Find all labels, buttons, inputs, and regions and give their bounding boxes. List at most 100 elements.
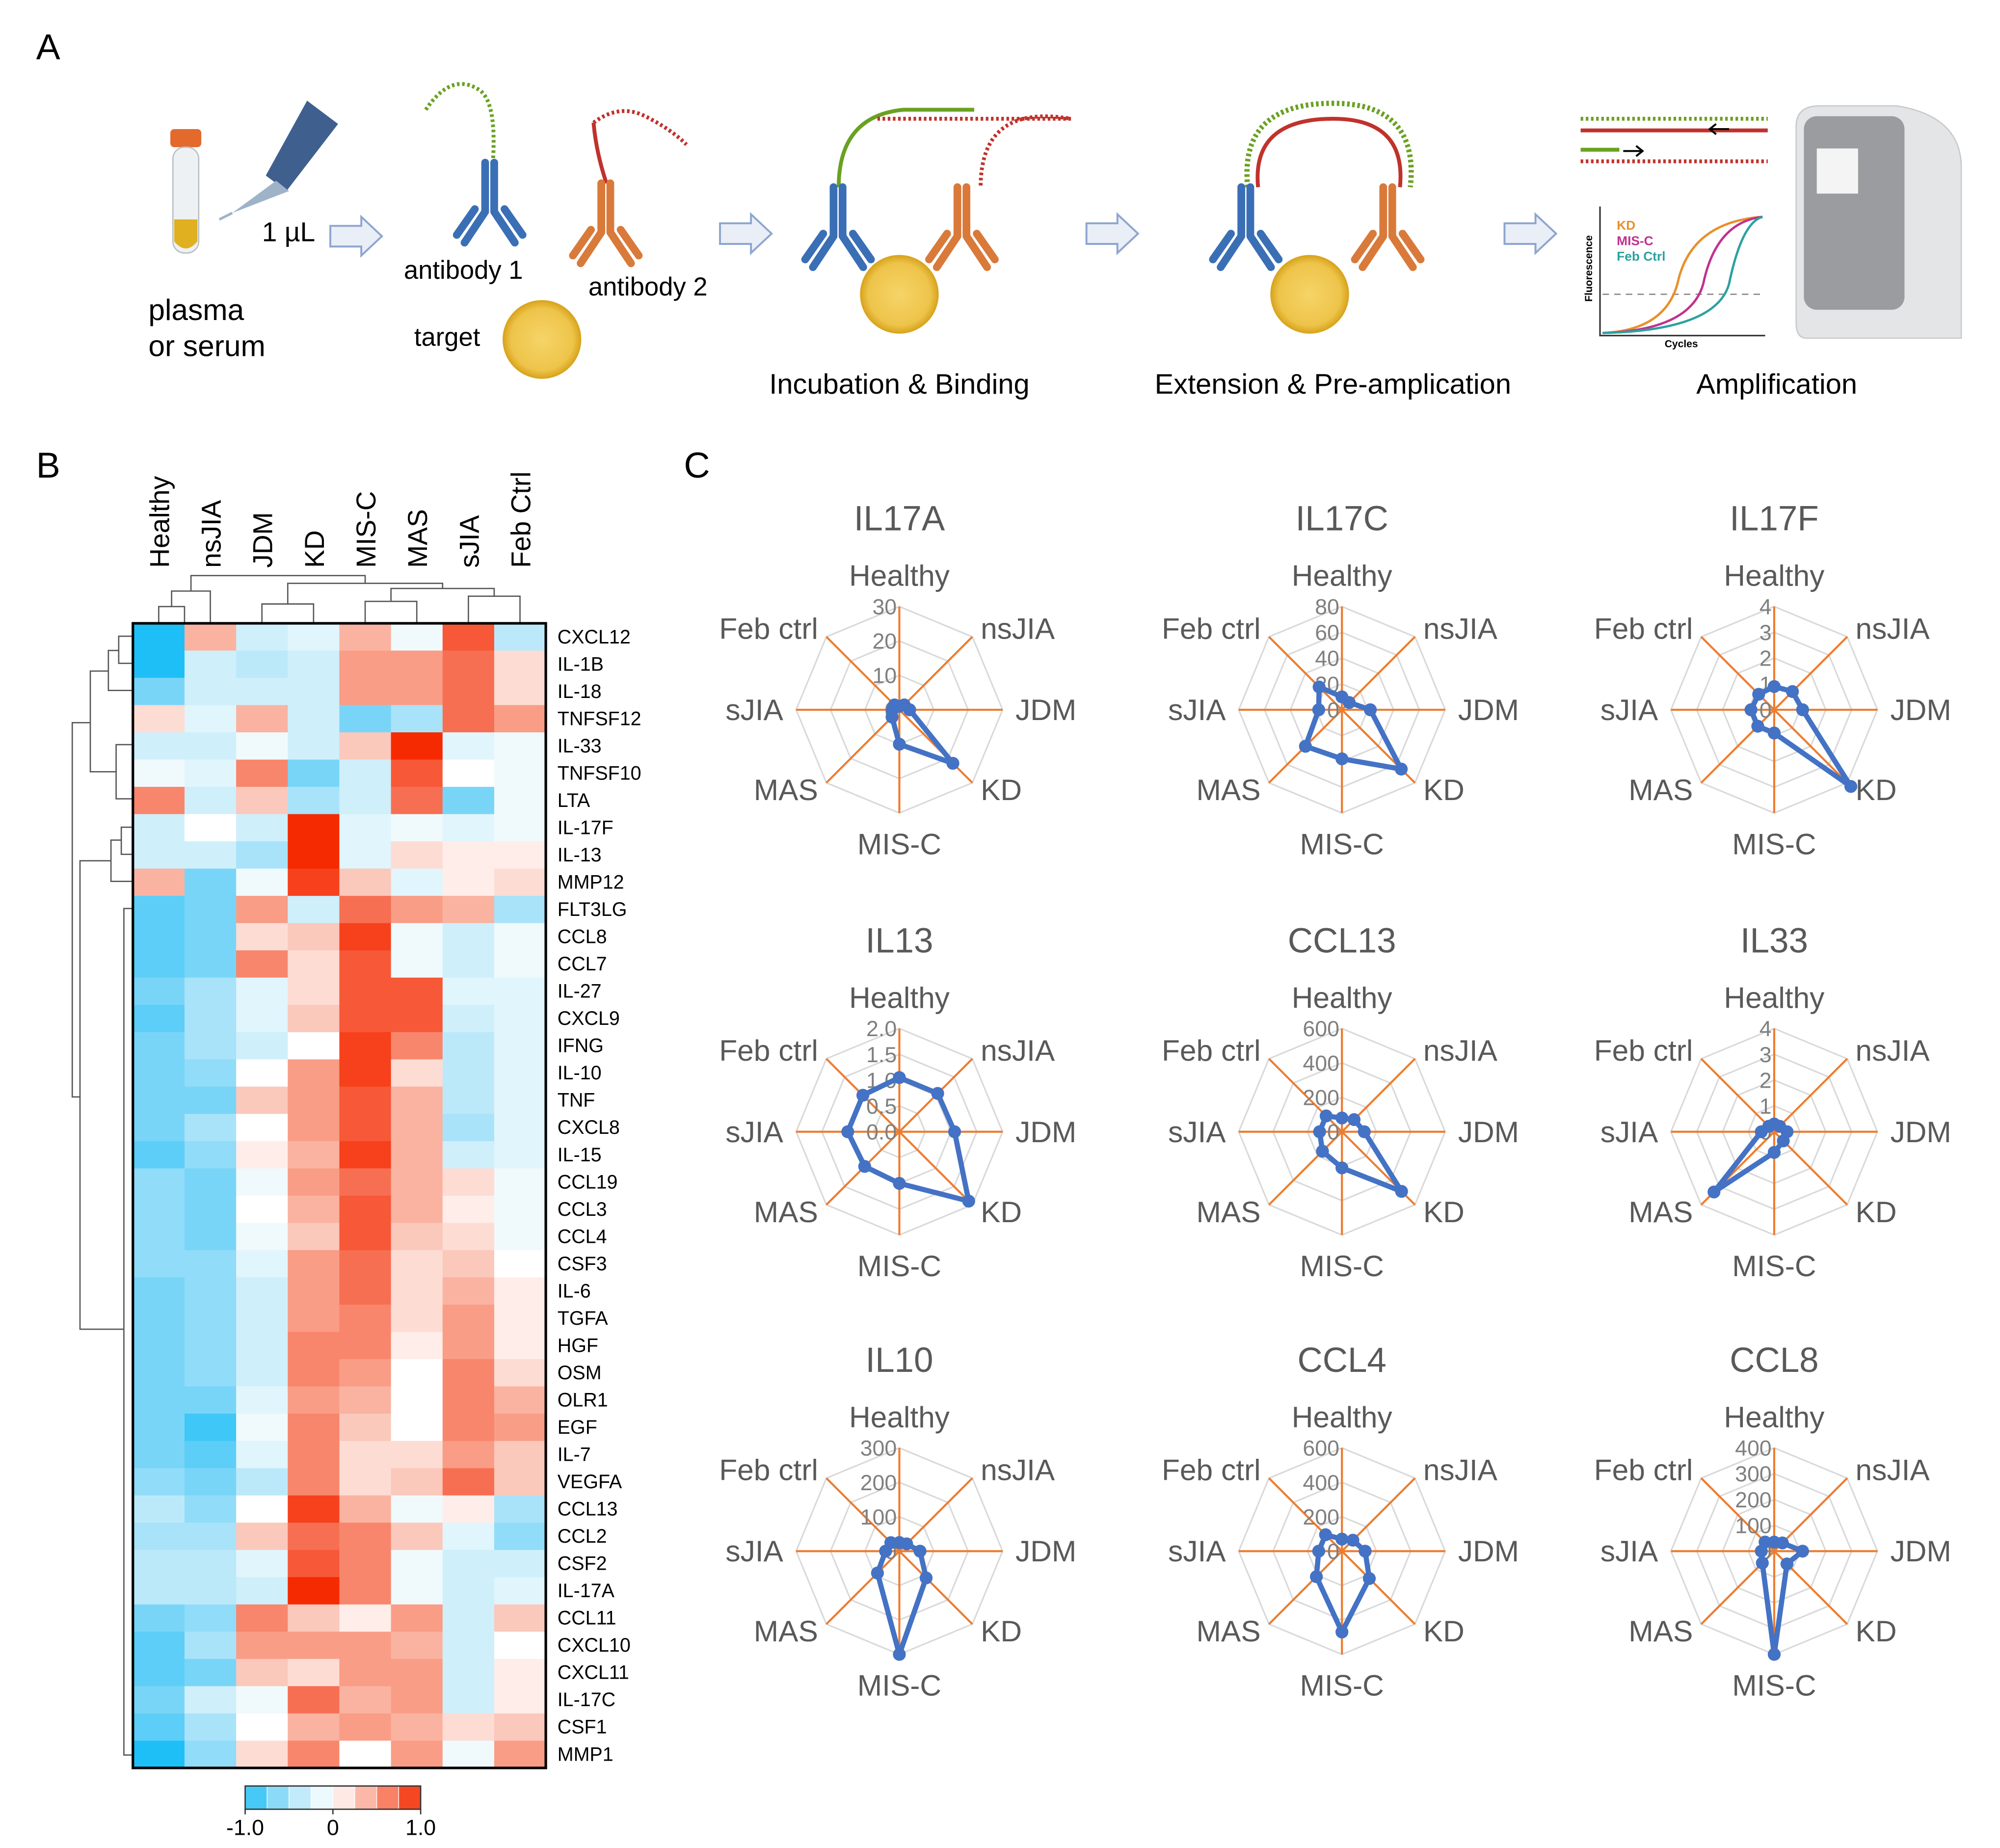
heatmap-cell [133,787,185,815]
heatmap-cell [236,705,289,733]
heatmap-cell [391,1032,443,1060]
heatmap-cell [184,1277,237,1305]
heatmap-cell [133,1550,185,1578]
heatmap-cell [442,1114,495,1142]
heatmap-cell [288,732,340,760]
axis-label: nsJIA [1856,612,1930,645]
radar-point [1319,1109,1333,1123]
heatmap-cell [236,1141,289,1169]
heatmap-cell [184,732,237,760]
heatmap-cell [391,1523,443,1551]
axis-label: MIS-C [1300,828,1384,861]
row-label: CCL7 [558,953,607,975]
axis-label: JDM [1891,1115,1951,1149]
heatmap-cell [288,896,340,924]
sample-label: plasma [148,293,244,326]
heatmap-cell [494,1032,546,1060]
heatmap-cell [288,950,340,978]
radial-tick-label: 0.5 [866,1095,897,1119]
heatmap-cell [494,1332,546,1360]
heatmap-cell [391,1577,443,1605]
heatmap-cell [236,787,289,815]
row-label: LTA [558,790,590,811]
radial-tick-label: 600 [1303,1017,1339,1041]
heatmap-cell [236,1032,289,1060]
radial-tick-label: 0 [1327,698,1339,723]
heatmap-cell [494,1005,546,1033]
heatmap-cell [391,677,443,706]
heatmap-cell [184,1659,237,1687]
radial-tick-label: 200 [1303,1086,1339,1110]
heatmap-cell [391,1005,443,1033]
radial-tick-label: 30 [872,595,897,619]
heatmap-cell [133,1713,185,1741]
heatmap-cell [339,841,392,869]
heatmap-cell [236,1223,289,1251]
radar-point [1346,1533,1360,1547]
heatmap-cell [494,1250,546,1278]
row-label: CCL2 [558,1526,607,1547]
step-label: Incubation & Binding [769,369,1029,400]
radial-tick-label: 2 [1760,1069,1772,1093]
heatmap-cell [442,759,495,787]
row-label: VEGFA [558,1471,622,1493]
heatmap-cell [288,1659,340,1687]
dna-strand [1244,101,1414,187]
sample-tube [170,129,202,254]
heatmap-cell [133,759,185,787]
heatmap-cell [236,1359,289,1387]
heatmap-cell [184,1086,237,1115]
axis-label: Feb ctrl [719,1453,818,1487]
column-label: sJIA [454,515,484,568]
heatmap-cell [442,623,495,651]
radar-point [1796,1545,1809,1558]
row-label: HGF [558,1335,598,1356]
radar-point [948,1125,961,1138]
row-label: CXCL11 [558,1662,629,1684]
radar-point [1335,1111,1349,1125]
axis-label: Healthy [849,981,950,1014]
radar-point [841,1125,854,1138]
axis-label: MIS-C [1300,1249,1384,1283]
row-label: TNFSF10 [558,762,641,784]
heatmap-cell [288,1359,340,1387]
axis-label: sJIA [1168,1115,1226,1149]
heatmap-cell [391,1168,443,1196]
radial-tick-label: 200 [1303,1505,1339,1529]
heatmap-cell [391,1277,443,1305]
heatmap-cell [442,1195,495,1224]
antibody-label: antibody 2 [588,272,708,301]
heatmap-cell [133,977,185,1006]
heatmap-cell [133,1604,185,1633]
radar-point [1312,703,1326,717]
radar-point [1395,1185,1408,1198]
heatmap-cell [133,1168,185,1196]
heatmap-cell [236,1441,289,1469]
heatmap-cell [494,1686,546,1714]
row-label: IL-18 [558,681,602,702]
axis-label: sJIA [725,1534,783,1568]
axis-label: MAS [754,1195,818,1229]
radar-point [1767,726,1781,740]
radial-tick-label: 200 [1735,1488,1772,1512]
sample-label: or serum [148,329,266,363]
heatmap-cell [442,1604,495,1633]
heatmap-cell [184,1359,237,1387]
radar-axis [1268,636,1343,711]
colorbar-tick-label: 0 [327,1816,339,1840]
radar-point [1780,1557,1794,1571]
row-label: CSF2 [558,1553,607,1575]
row-label: EGF [558,1417,597,1438]
heatmap-cell [133,705,185,733]
heatmap-cell [339,1441,392,1469]
axis-label: Feb ctrl [1162,1453,1261,1487]
heatmap-cell [339,650,392,678]
row-label: IL-17C [558,1689,615,1711]
heatmap-cell [184,977,237,1006]
heatmap-cell [288,1141,340,1169]
radial-tick-label: 20 [872,630,897,654]
heatmap-cell [184,1059,237,1087]
radar-point [946,756,960,770]
heatmap-cell [184,841,237,869]
colorbar-swatch [244,1786,267,1810]
